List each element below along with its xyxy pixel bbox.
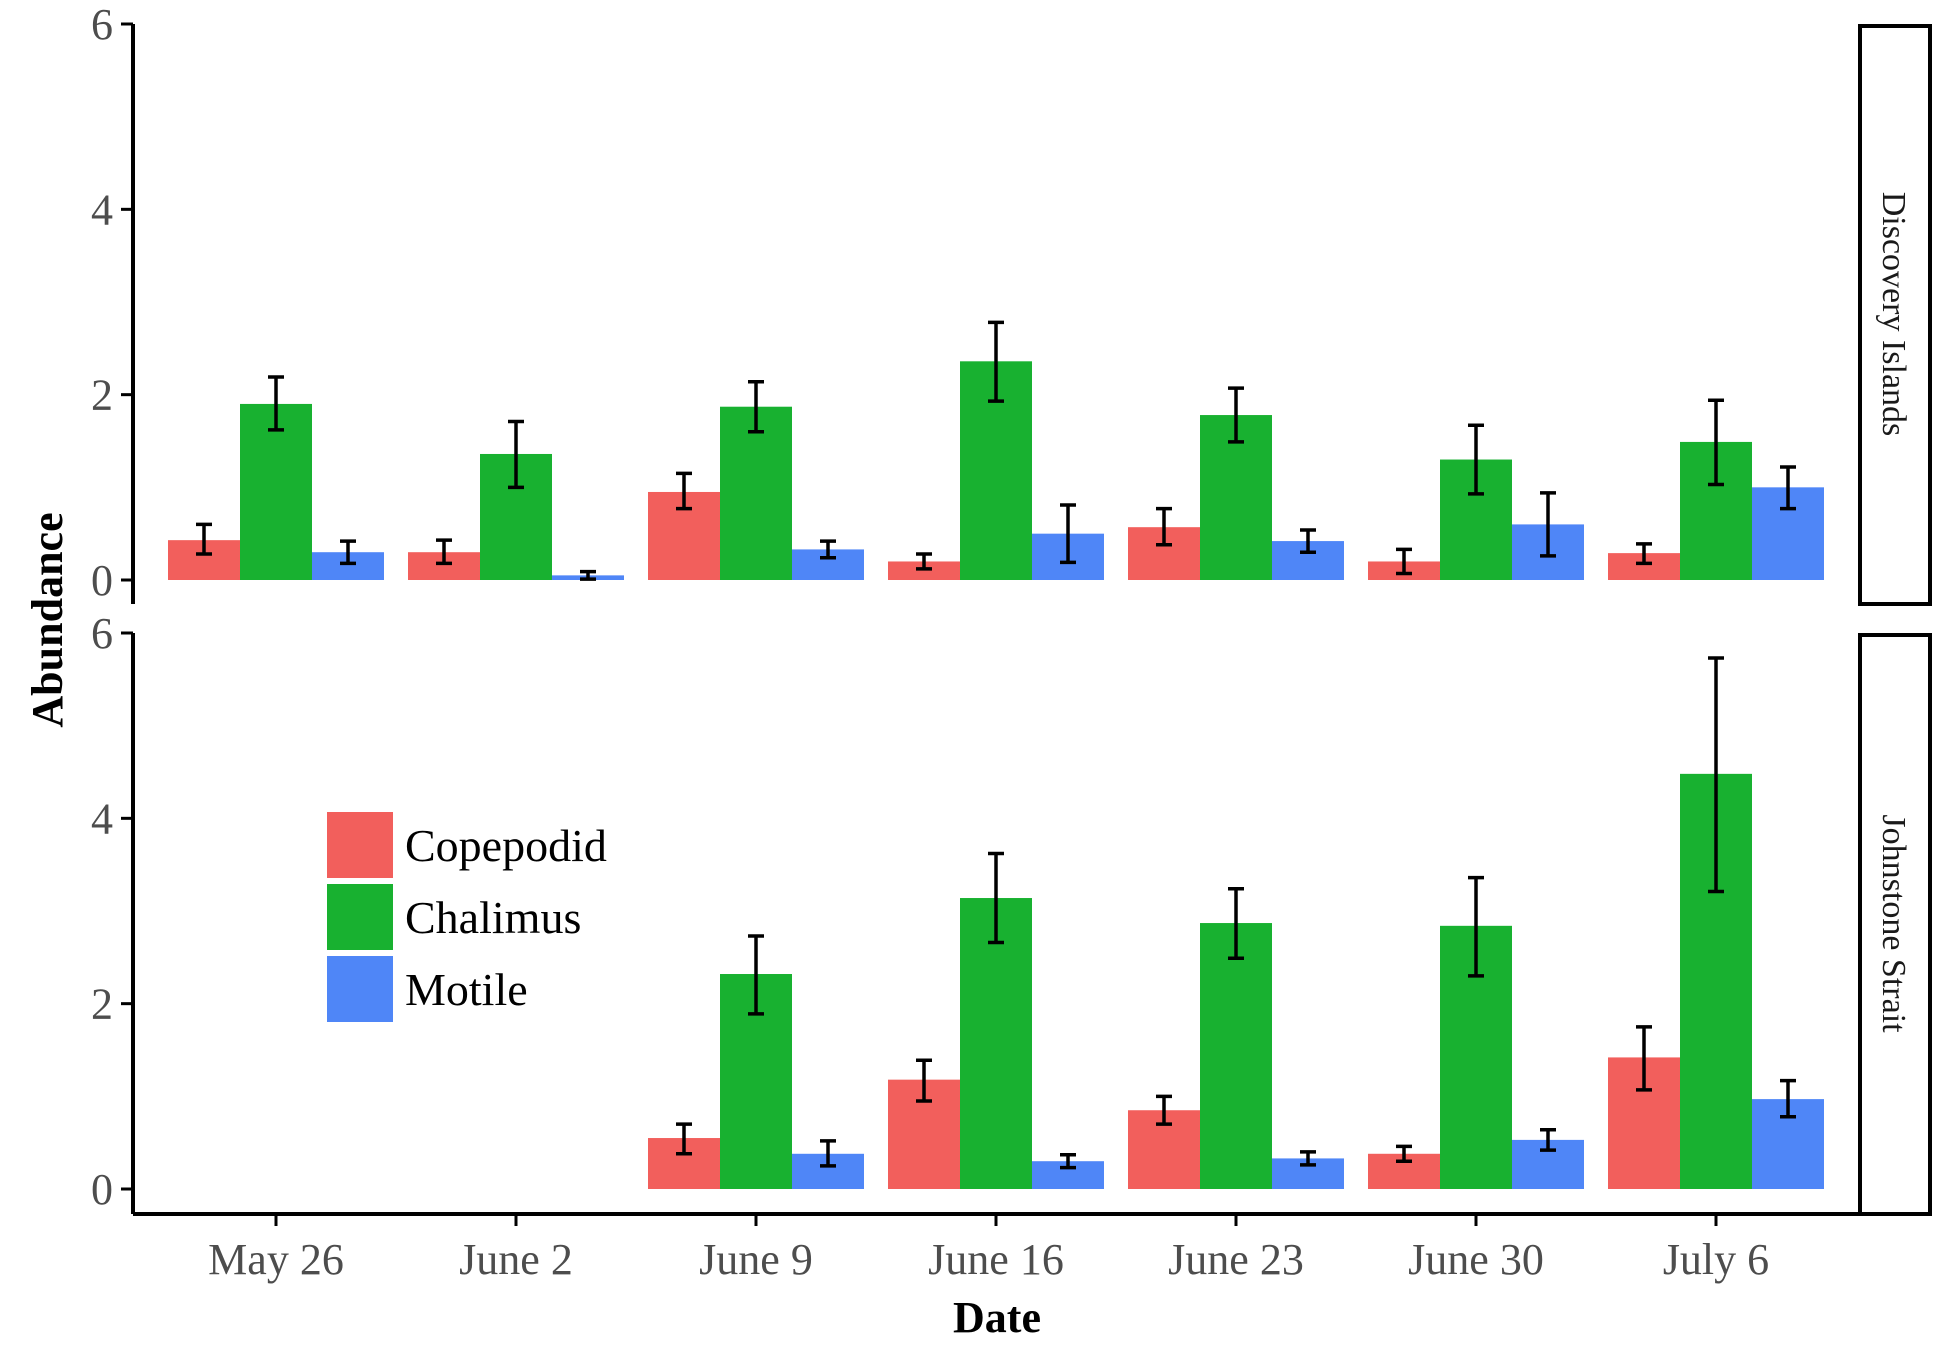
legend-item-copepodid: Copepodid [327, 812, 607, 878]
y-tick-label: 4 [91, 794, 113, 843]
errorbar-johnstone-strait-june-16-motile [1060, 1152, 1076, 1170]
x-tick-label: June 16 [928, 1235, 1064, 1284]
facet-strip-label: Discovery Islands [1875, 192, 1912, 437]
errorbar-johnstone-strait-june-23-copepodid [1156, 1094, 1172, 1126]
errorbar-johnstone-strait-june-9-copepodid [676, 1122, 692, 1156]
bar-johnstone-strait-june-23-chalimus [1200, 923, 1272, 1189]
y-tick-label: 2 [91, 980, 113, 1029]
errorbar-discovery-islands-june-9-chalimus [748, 379, 764, 434]
errorbar-johnstone-strait-july-6-motile [1780, 1078, 1796, 1119]
bar-discovery-islands-june-9-chalimus [720, 406, 792, 580]
facet-strip-label: Johnstone Strait [1875, 814, 1912, 1033]
y-tick-label: 0 [91, 1165, 113, 1214]
facet-strip-box [1858, 633, 1932, 1216]
errorbar-discovery-islands-july-6-chalimus [1708, 398, 1724, 487]
errorbar-discovery-islands-july-6-motile [1780, 465, 1796, 511]
errorbar-discovery-islands-june-2-chalimus [508, 419, 524, 490]
legend: Copepodid Chalimus Motile [327, 812, 607, 1022]
bar-discovery-islands-june-16-copepodid [888, 561, 960, 580]
facet-strip-discovery-islands: Discovery Islands [1858, 24, 1932, 606]
errorbar-johnstone-strait-june-9-motile [820, 1139, 836, 1168]
errorbar-discovery-islands-june-16-chalimus [988, 320, 1004, 403]
legend-item-motile: Motile [327, 956, 528, 1022]
errorbar-discovery-islands-june-9-copepodid [676, 471, 692, 511]
errorbar-discovery-islands-june-2-motile [580, 569, 596, 581]
errorbar-discovery-islands-june-30-copepodid [1396, 547, 1412, 576]
errorbar-johnstone-strait-june-16-chalimus [988, 851, 1004, 945]
errorbar-discovery-islands-may-26-chalimus [268, 375, 284, 432]
y-tick-label: 6 [91, 609, 113, 658]
facet-strip-box [1858, 24, 1932, 606]
x-tick-label: June 30 [1408, 1235, 1544, 1284]
errorbar-johnstone-strait-june-30-motile [1540, 1127, 1556, 1152]
legend-label: Chalimus [405, 892, 581, 943]
errorbar-johnstone-strait-june-30-copepodid [1396, 1144, 1412, 1163]
y-tick-label: 6 [91, 0, 113, 49]
errorbar-discovery-islands-july-6-copepodid [1636, 542, 1652, 566]
legend-label: Copepodid [405, 820, 607, 871]
x-axis-title: Date [953, 1293, 1041, 1342]
errorbar-johnstone-strait-june-16-copepodid [916, 1058, 932, 1103]
errorbar-discovery-islands-june-16-motile [1060, 503, 1076, 565]
y-tick-label: 4 [91, 185, 113, 234]
panel-discovery-islands: 0 2 4 6 Discovery Islands [91, 0, 1932, 606]
x-axis: May 26 June 2 June 9 June 16 June 23 June 30 J… [133, 1212, 1858, 1284]
legend-label: Motile [405, 964, 528, 1015]
errorbar-discovery-islands-june-23-chalimus [1228, 386, 1244, 444]
errorbar-discovery-islands-may-26-copepodid [196, 522, 212, 556]
errorbar-johnstone-strait-july-6-copepodid [1636, 1025, 1652, 1092]
x-tick-label: June 23 [1168, 1235, 1304, 1284]
panel-johnstone-strait: 0 2 4 6 Johnstone Strait [91, 609, 1932, 1216]
x-tick-label: May 26 [208, 1235, 344, 1284]
legend-item-chalimus: Chalimus [327, 884, 581, 950]
errorbar-johnstone-strait-june-9-chalimus [748, 934, 764, 1016]
facet-strip-johnstone-strait: Johnstone Strait [1858, 633, 1932, 1216]
errorbar-discovery-islands-may-26-motile [340, 539, 356, 566]
errorbar-discovery-islands-june-9-motile [820, 539, 836, 560]
x-tick-label: July 6 [1663, 1235, 1769, 1284]
errorbar-johnstone-strait-july-6-chalimus [1708, 656, 1724, 894]
legend-swatch [327, 884, 393, 950]
x-tick-label: June 2 [459, 1235, 573, 1284]
y-tick-label: 0 [91, 556, 113, 605]
errorbar-discovery-islands-june-23-motile [1300, 528, 1316, 554]
errorbar-discovery-islands-june-2-copepodid [436, 538, 452, 566]
y-axis-title: Abundance [23, 512, 72, 727]
errorbar-discovery-islands-june-30-motile [1540, 491, 1556, 558]
x-tick-label: June 9 [699, 1235, 813, 1284]
errorbar-discovery-islands-june-16-copepodid [916, 552, 932, 571]
bar-discovery-islands-may-26-chalimus [240, 403, 312, 580]
errorbar-johnstone-strait-june-30-chalimus [1468, 875, 1484, 978]
bar-johnstone-strait-june-16-chalimus [960, 898, 1032, 1189]
errorbar-discovery-islands-june-30-chalimus [1468, 423, 1484, 496]
y-tick-label: 2 [91, 371, 113, 420]
errorbar-discovery-islands-june-23-copepodid [1156, 506, 1172, 547]
errorbar-johnstone-strait-june-23-chalimus [1228, 887, 1244, 961]
legend-swatch [327, 812, 393, 878]
legend-swatch [327, 956, 393, 1022]
errorbar-johnstone-strait-june-23-motile [1300, 1150, 1316, 1167]
